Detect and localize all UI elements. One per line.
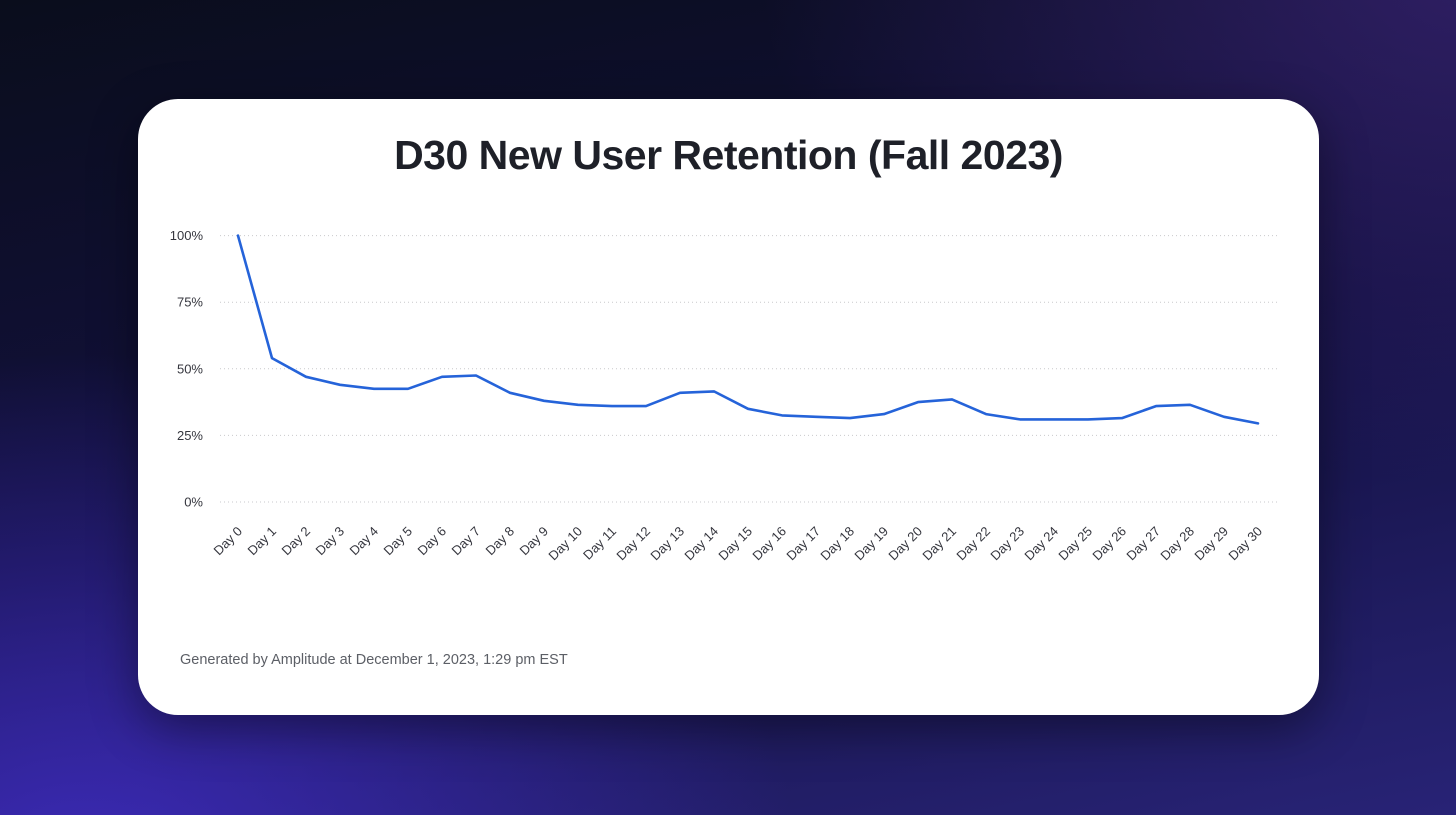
x-axis-tick-label: Day 10 [545, 524, 585, 564]
x-axis-tick-label: Day 21 [919, 524, 959, 564]
x-axis-tick-label: Day 0 [210, 524, 245, 559]
chart-card: D30 New User Retention (Fall 2023) 0% 25%… [138, 99, 1319, 715]
x-axis-tick-label: Day 25 [1055, 524, 1095, 564]
chart-title: D30 New User Retention (Fall 2023) [394, 132, 1063, 178]
x-axis-tick-label: Day 30 [1225, 524, 1265, 564]
retention-line-series [236, 234, 1260, 425]
x-axis-tick-label: Day 16 [749, 524, 789, 564]
x-axis-tick-label: Day 20 [885, 524, 925, 564]
x-axis-tick-label: Day 23 [987, 524, 1027, 564]
x-axis-tick-label: Day 29 [1191, 524, 1231, 564]
x-axis-tick-label: Day 26 [1089, 524, 1129, 564]
x-axis-tick-label: Day 14 [681, 524, 721, 564]
x-axis-tick-label: Day 22 [953, 524, 993, 564]
x-axis-tick-label: Day 6 [414, 524, 449, 559]
x-axis-tick-label: Day 7 [448, 524, 483, 559]
x-axis-tick-label: Day 2 [278, 524, 313, 559]
y-axis-tick-label: 100% [170, 228, 204, 243]
x-axis-tick-label: Day 15 [715, 524, 755, 564]
x-axis-tick-label: Day 19 [851, 524, 891, 564]
retention-line-chart: 0% 25% 50% 75% 100% Day 0 Day 1 Day 2 Day 3 Day 4… [170, 228, 1278, 564]
x-axis-tick-label: Day 3 [312, 524, 347, 559]
x-axis-tick-label: Day 8 [482, 524, 517, 559]
x-axis-tick-label: Day 11 [580, 524, 619, 563]
x-axis-tick-label: Day 5 [380, 524, 415, 559]
y-axis-tick-label: 0% [184, 495, 203, 510]
y-axis-tick-label: 75% [177, 295, 203, 310]
chart-attribution: Generated by Amplitude at December 1, 20… [180, 652, 568, 668]
x-axis-tick-label: Day 28 [1157, 524, 1197, 564]
x-axis-tick-label: Day 24 [1021, 524, 1061, 564]
y-axis-tick-label: 50% [177, 361, 203, 376]
x-axis-tick-label: Day 13 [647, 524, 687, 564]
x-axis-tick-label: Day 18 [817, 524, 857, 564]
y-axis-tick-label: 25% [177, 428, 203, 443]
x-axis-tick-label: Day 27 [1123, 524, 1163, 564]
x-axis-tick-label: Day 1 [244, 524, 279, 559]
x-axis-tick-label: Day 17 [783, 524, 823, 564]
x-axis-tick-label: Day 4 [346, 524, 381, 559]
x-axis-tick-label: Day 12 [613, 524, 653, 564]
